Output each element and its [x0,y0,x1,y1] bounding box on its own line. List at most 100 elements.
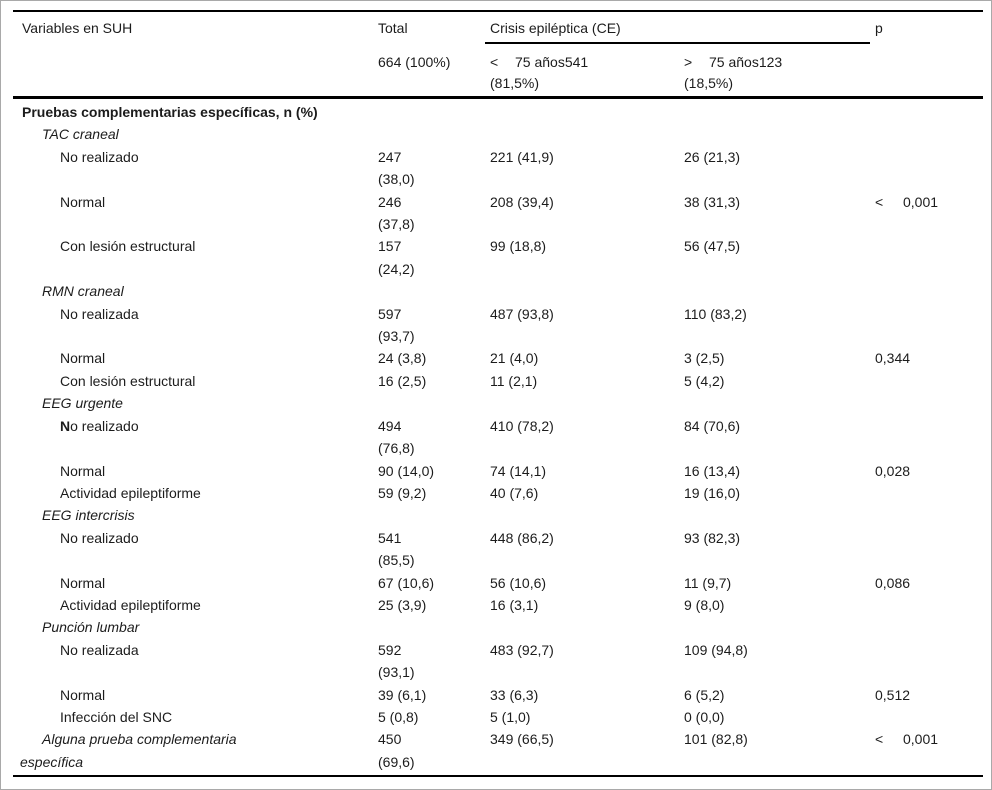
table-row: TAC craneal [13,123,983,145]
table-row: Normal 246 (37,8) 208 (39,4) 38 (31,3) <0,00… [13,191,983,236]
subheader-under-75: <75 años541 (81,5%) [490,52,588,94]
table-bottom-rule [13,775,983,778]
cell-p-value: 0,028 [875,462,911,479]
cell-total: 16 (2,5) [378,372,427,389]
row-label: No realizado [60,529,139,546]
table-row: EEG intercrisis [13,504,983,526]
cell-over-75: 3 (2,5) [684,350,725,367]
row-label: Con lesión estructural [60,372,196,389]
cell-over-75: 19 (16,0) [684,484,741,501]
cell-over-75: 38 (31,3) [684,193,741,210]
cell-total: 25 (3,9) [378,596,427,613]
cell-over-75: 109 (94,8) [684,641,748,658]
table-body: Pruebas complementarias específicas, n (… [13,99,983,775]
subheader-over-75-text: 75 años123 [709,54,783,70]
less-than-sign: < [490,54,499,70]
cell-under-75: 16 (3,1) [490,596,539,613]
table-row: Alguna prueba complementaria específica 4… [13,728,983,773]
table-row: Normal 67 (10,6) 56 (10,6) 11 (9,7) 0,086 [13,572,983,594]
cell-over-75: 101 (82,8) [684,731,748,748]
cell-under-75: 99 (18,8) [490,238,547,255]
subheader-under-75-text: 75 años541 [515,54,589,70]
cell-p-value: 0,086 [875,574,911,591]
table-row: Actividad epileptiforme 25 (3,9) 16 (3,1) 9… [13,594,983,616]
row-label: Infección del SNC [60,708,173,725]
cell-under-75: 221 (41,9) [490,148,554,165]
cell-total: 246 (37,8) [378,193,415,233]
table-top-rule [13,10,983,12]
cell-total: 67 (10,6) [378,574,435,591]
cell-over-75: 16 (13,4) [684,462,741,479]
total-subheader: 664 (100%) [378,54,451,70]
cell-total: 541 (85,5) [378,529,415,569]
table-row: No realizada 592 (93,1) 483 (92,7) 109 (94,… [13,639,983,684]
less-than-sign: < [875,731,884,748]
table-row: Normal 24 (3,8) 21 (4,0) 3 (2,5) 0,344 [13,347,983,369]
table-row: No realizada 597 (93,7) 487 (93,8) 110 (83,… [13,303,983,348]
row-label: Normal [60,686,106,703]
cell-over-75: 110 (83,2) [684,305,747,322]
table-row: No realizado 494 (76,8) 410 (78,2) 84 (70,6… [13,415,983,460]
crisis-group-underline [485,42,870,44]
cell-under-75: 74 (14,1) [490,462,547,479]
cell-p-value: <0,001 [875,191,983,213]
cell-total: 39 (6,1) [378,686,427,703]
row-label: Actividad epileptiforme [60,596,201,613]
row-label: Con lesión estructural [60,238,196,255]
table-row: EEG urgente [13,392,983,414]
cell-over-75: 93 (82,3) [684,529,741,546]
row-label: Punción lumbar [42,619,140,636]
table-header: Variables en SUH Total Crisis epiléptica… [13,12,983,96]
cell-under-75: 208 (39,4) [490,193,554,210]
row-label: No realizado [60,148,139,165]
cell-p-value: 0,344 [875,350,911,367]
table-row: Actividad epileptiforme 59 (9,2) 40 (7,6) 1… [13,482,983,504]
column-header-total: Total [378,20,408,36]
table-row: Pruebas complementarias específicas, n (… [13,101,983,123]
cell-total: 5 (0,8) [378,708,419,725]
cell-total: 247 (38,0) [378,148,415,188]
table-row: Normal 90 (14,0) 74 (14,1) 16 (13,4) 0,028 [13,460,983,482]
table-header-rule [13,96,983,99]
row-label: Normal [60,193,106,210]
subheader-under-75-pct: (81,5%) [490,75,540,91]
row-label: EEG urgente [42,395,123,412]
cell-total: 450 (69,6) [378,731,415,770]
cell-total: 59 (9,2) [378,484,427,501]
table-row: Infección del SNC 5 (0,8) 5 (1,0) 0 (0,0) [13,706,983,728]
table-row: No realizado 541 (85,5) 448 (86,2) 93 (82,3… [13,527,983,572]
row-label: No realizada [60,641,139,658]
cell-under-75: 349 (66,5) [490,731,554,748]
statistics-table: Variables en SUH Total Crisis epiléptica… [13,10,983,778]
cell-under-75: 11 (2,1) [490,372,538,389]
table-row: Normal 39 (6,1) 33 (6,3) 6 (5,2) 0,512 [13,684,983,706]
cell-over-75: 0 (0,0) [684,708,725,725]
greater-than-sign: > [684,54,693,70]
cell-under-75: 483 (92,7) [490,641,554,658]
row-label: Normal [60,574,106,591]
cell-over-75: 9 (8,0) [684,596,725,613]
row-label: No realizado [60,417,139,434]
row-label: EEG intercrisis [42,507,135,524]
cell-total: 494 (76,8) [378,417,415,457]
cell-total: 592 (93,1) [378,641,415,681]
row-label: Normal [60,350,106,367]
cell-total: 597 (93,7) [378,305,415,345]
cell-under-75: 487 (93,8) [490,305,554,322]
table-row: Con lesión estructural 157 (24,2) 99 (18,8… [13,235,983,280]
bold-letter: N [60,417,71,434]
cell-over-75: 6 (5,2) [684,686,725,703]
cell-total: 90 (14,0) [378,462,435,479]
cell-over-75: 84 (70,6) [684,417,741,434]
cell-under-75: 448 (86,2) [490,529,554,546]
cell-p-value: <0,001 [875,728,983,750]
table-row: Con lesión estructural 16 (2,5) 11 (2,1) 5 … [13,370,983,392]
cell-total: 24 (3,8) [378,350,427,367]
cell-over-75: 26 (21,3) [684,148,741,165]
row-label: Actividad epileptiforme [60,484,201,501]
column-group-header-crisis: Crisis epiléptica (CE) [490,20,621,36]
cell-under-75: 33 (6,3) [490,686,539,703]
cell-over-75: 11 (9,7) [684,574,732,591]
cell-total: 157 (24,2) [378,238,415,277]
